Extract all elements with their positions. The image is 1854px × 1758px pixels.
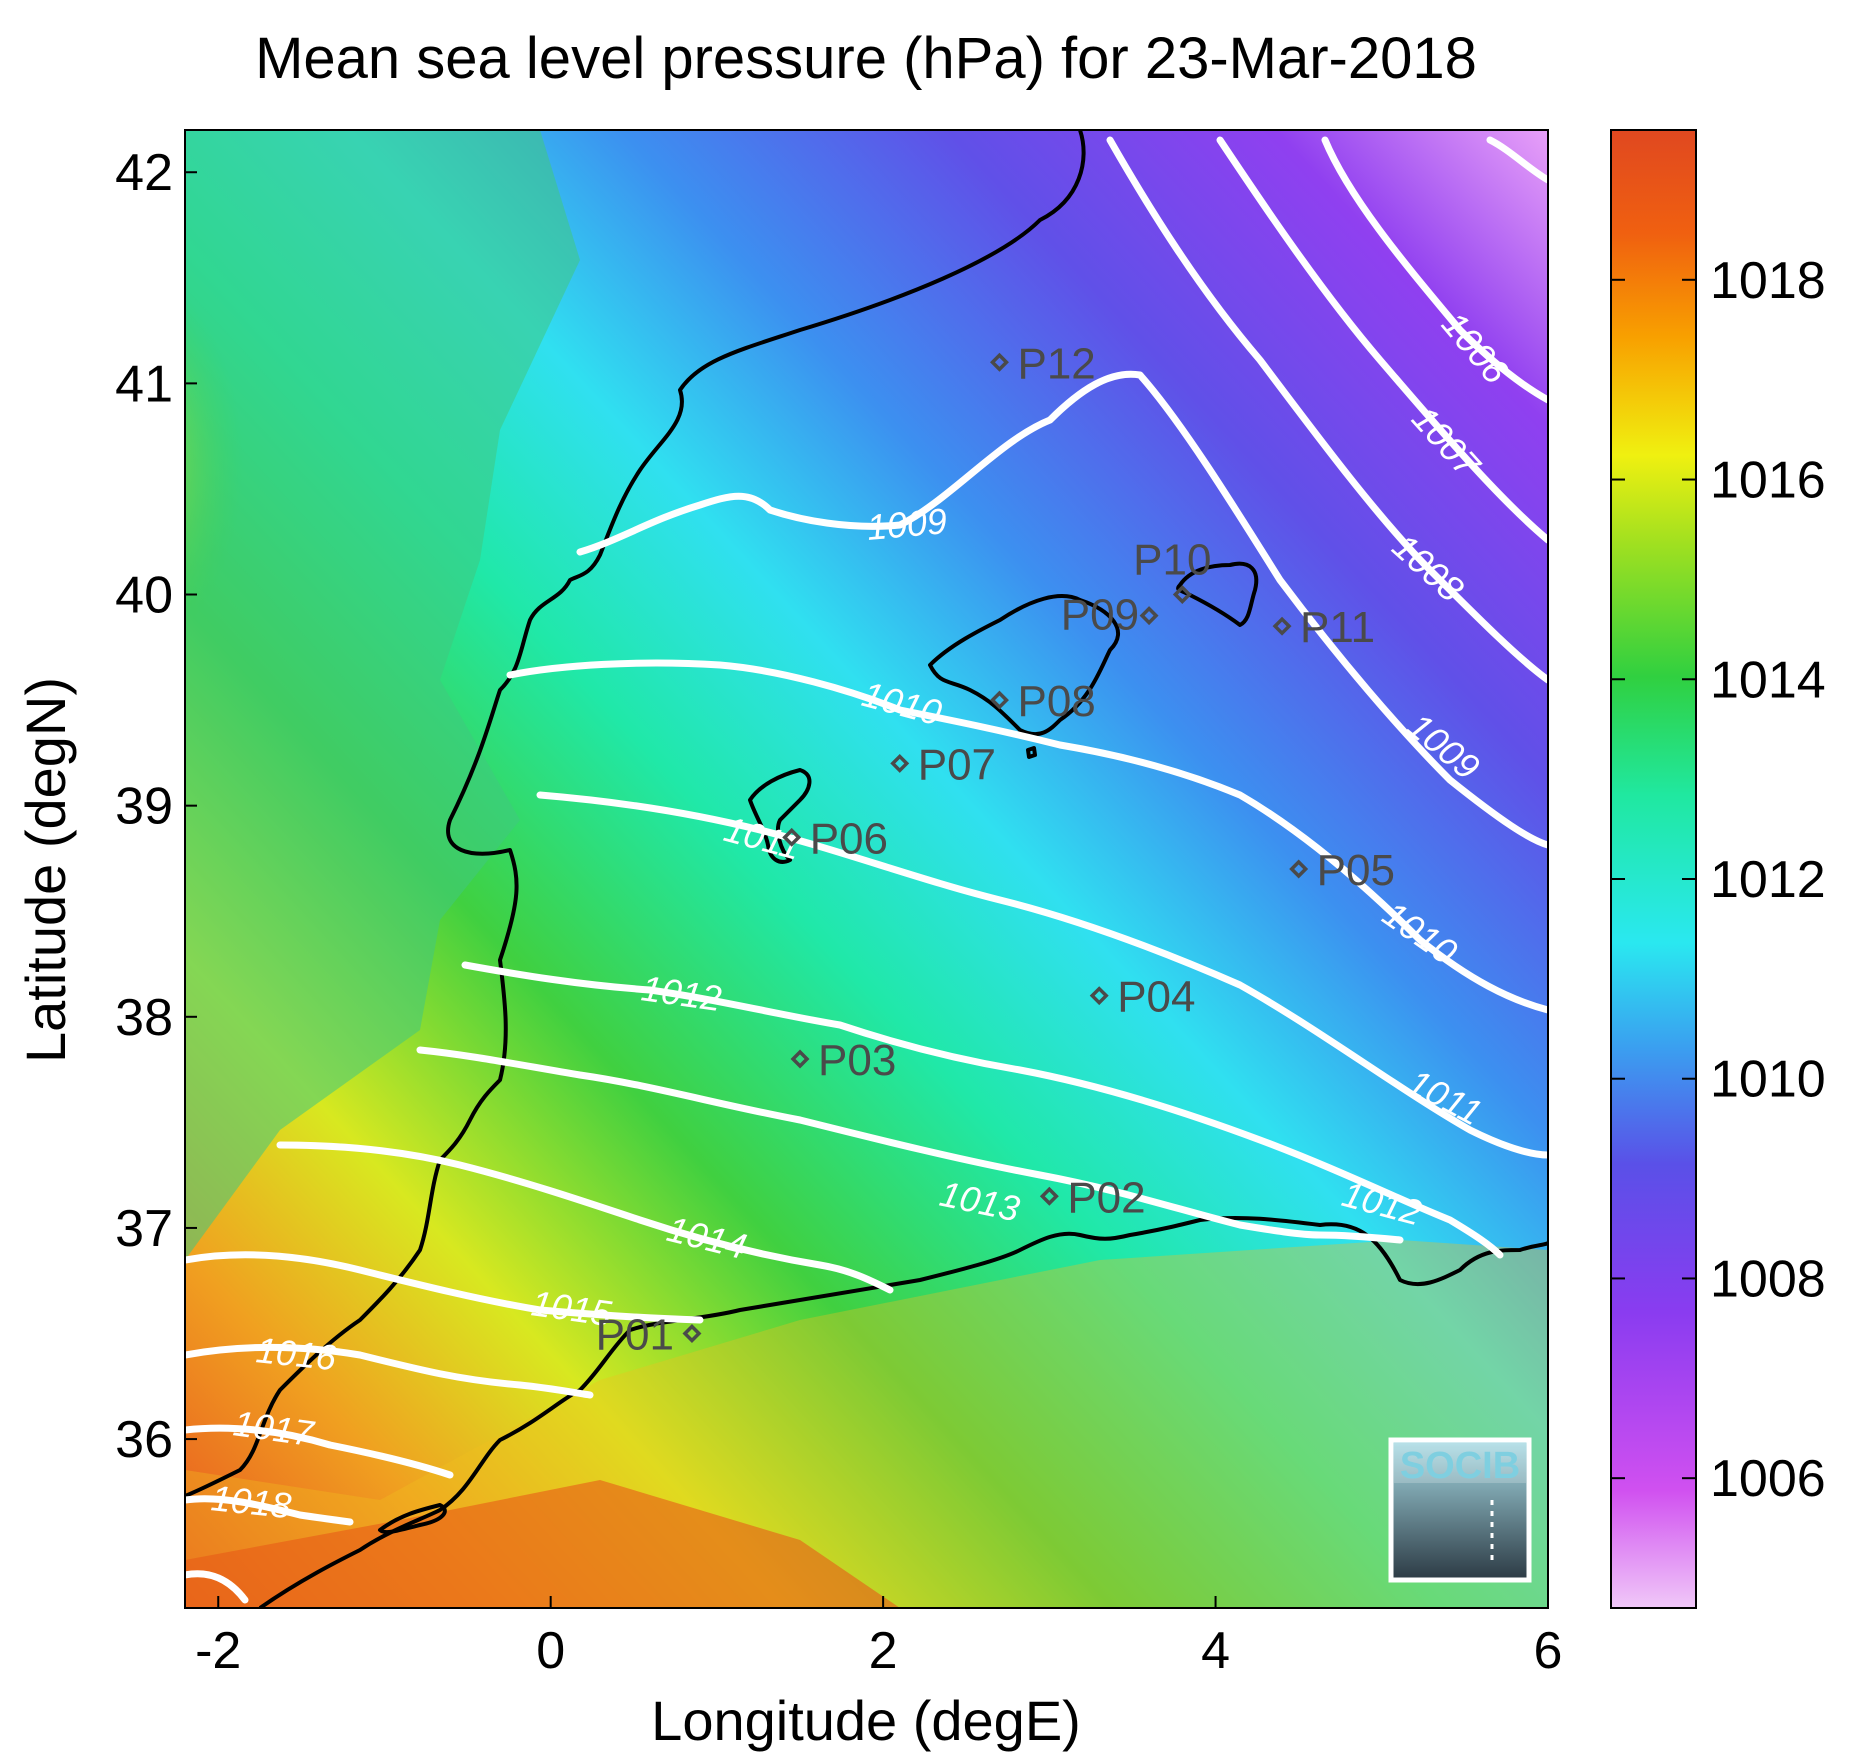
station-marker xyxy=(1172,585,1192,604)
station-label: P02 xyxy=(1067,1173,1145,1222)
station-marker xyxy=(1139,606,1159,626)
colorbar-gradient xyxy=(1610,129,1697,1609)
y-tick-label: 36 xyxy=(115,1411,173,1469)
station-p01: P01 xyxy=(596,1311,702,1360)
colorbar-tick-label: 1010 xyxy=(1710,1051,1826,1109)
station-marker xyxy=(1089,986,1109,1006)
station-p10: P10 xyxy=(1133,536,1211,604)
station-marker xyxy=(1272,616,1292,636)
station-label: P03 xyxy=(818,1036,896,1085)
station-marker xyxy=(890,753,910,773)
coastline-alboran-island xyxy=(378,1503,447,1535)
colorbar-tick-label: 1008 xyxy=(1710,1250,1826,1308)
station-p11: P11 xyxy=(1272,603,1375,652)
contour-line-1019 xyxy=(185,1570,249,1604)
station-p04: P04 xyxy=(1089,973,1196,1022)
y-tick-label: 38 xyxy=(115,989,173,1047)
contour-label: 1018 xyxy=(209,1477,293,1526)
station-label: P06 xyxy=(810,814,888,863)
colorbar-tick-label: 1012 xyxy=(1710,851,1826,909)
x-axis-title: Longitude (degE) xyxy=(651,1689,1081,1752)
station-label: P09 xyxy=(1061,591,1139,640)
map-frame xyxy=(184,129,1549,1609)
contour-line-1015 xyxy=(185,1251,704,1324)
station-label: P10 xyxy=(1133,536,1211,585)
colorbar-tick-label: 1014 xyxy=(1710,651,1826,709)
colorbar: 1018 1016 1014 1012 1010 1008 1006 xyxy=(1610,129,1826,1609)
station-label: P12 xyxy=(1017,339,1095,388)
chart-title: Mean sea level pressure (hPa) for 23-Mar… xyxy=(255,26,1477,91)
y-axis-title: Latitude (degN) xyxy=(14,677,77,1063)
contour-line-1013 xyxy=(416,1046,1404,1244)
contour-line-1017 xyxy=(185,1424,454,1479)
contour-line-1006b xyxy=(1321,136,1548,404)
x-tick-label: 6 xyxy=(1534,1622,1563,1680)
station-p07: P07 xyxy=(890,740,996,789)
island-mallorca xyxy=(928,594,1121,737)
coastline-north-africa xyxy=(258,1215,1548,1608)
land-shading-highland xyxy=(185,240,430,800)
station-label: P08 xyxy=(1017,677,1095,726)
colorbar-ticks: 1018 1016 1014 1012 1010 1008 1006 xyxy=(1611,252,1826,1508)
station-label: P04 xyxy=(1117,973,1195,1022)
colorbar-tick-label: 1018 xyxy=(1710,252,1826,310)
station-marker xyxy=(990,690,1009,710)
island-cabrera xyxy=(1026,746,1037,759)
station-p12: P12 xyxy=(990,339,1096,388)
x-tick-label: 4 xyxy=(1201,1622,1230,1680)
contour-line-1010 xyxy=(506,659,1548,1014)
station-marker xyxy=(682,1324,702,1343)
socib-logo-text: SOCIB xyxy=(1400,1445,1520,1487)
station-label: P07 xyxy=(918,740,996,789)
colorbar-tick-label: 1016 xyxy=(1710,452,1826,510)
map-plot-area: 1006 1007 1008 1009 1009 1010 1010 1011 … xyxy=(184,129,1549,1609)
contour-line-1014 xyxy=(276,1141,894,1294)
y-tick-label: 42 xyxy=(115,144,173,202)
land-shading-africa-coast xyxy=(185,1480,900,1608)
station-marker xyxy=(990,352,1009,372)
station-marker xyxy=(782,827,802,847)
contour-line-1009-north xyxy=(576,370,1548,849)
colorbar-tick-label: 1006 xyxy=(1710,1450,1826,1508)
station-p05: P05 xyxy=(1289,846,1395,895)
x-tick-label: 0 xyxy=(536,1622,565,1680)
station-label: P11 xyxy=(1300,603,1375,652)
station-p08: P08 xyxy=(990,677,1096,726)
station-p06: P06 xyxy=(782,814,888,863)
island-ibiza xyxy=(748,768,812,864)
contour-label: 1009 xyxy=(865,500,948,548)
y-tick-label: 41 xyxy=(115,355,173,413)
coastline-iberia xyxy=(185,130,1086,1498)
station-marker xyxy=(1039,1186,1059,1206)
contour-line-1011 xyxy=(536,791,1548,1159)
contour-line-1016 xyxy=(185,1344,594,1399)
socib-logo: SOCIB xyxy=(1388,1437,1532,1583)
stations-layer: P01 P02 P03 P04 P05 P06 P07 P08 P09 P10 P11 P12 xyxy=(596,339,1395,1359)
station-label: P05 xyxy=(1317,846,1395,895)
station-p09: P09 xyxy=(1061,591,1159,640)
x-tick-label: -2 xyxy=(195,1622,241,1680)
station-marker xyxy=(790,1049,810,1069)
station-marker xyxy=(1289,859,1309,879)
y-tick-label: 37 xyxy=(115,1200,173,1258)
contour-line-1008 xyxy=(1106,136,1548,684)
y-tick-label: 40 xyxy=(115,567,173,625)
station-p03: P03 xyxy=(790,1036,896,1085)
contour-label: 1016 xyxy=(254,1329,339,1378)
x-axis: -2 0 2 4 6 xyxy=(195,1596,1562,1680)
contour-line-1012 xyxy=(461,961,1504,1259)
contour-line-1006 xyxy=(1486,136,1548,184)
y-tick-label: 39 xyxy=(115,778,173,836)
station-p02: P02 xyxy=(1039,1173,1146,1222)
y-axis: 42 41 40 39 38 37 36 xyxy=(115,144,197,1469)
x-tick-label: 2 xyxy=(869,1622,898,1680)
station-label: P01 xyxy=(596,1311,674,1360)
contour-line-1018 xyxy=(185,1495,354,1526)
contour-line-1007 xyxy=(1216,136,1548,544)
